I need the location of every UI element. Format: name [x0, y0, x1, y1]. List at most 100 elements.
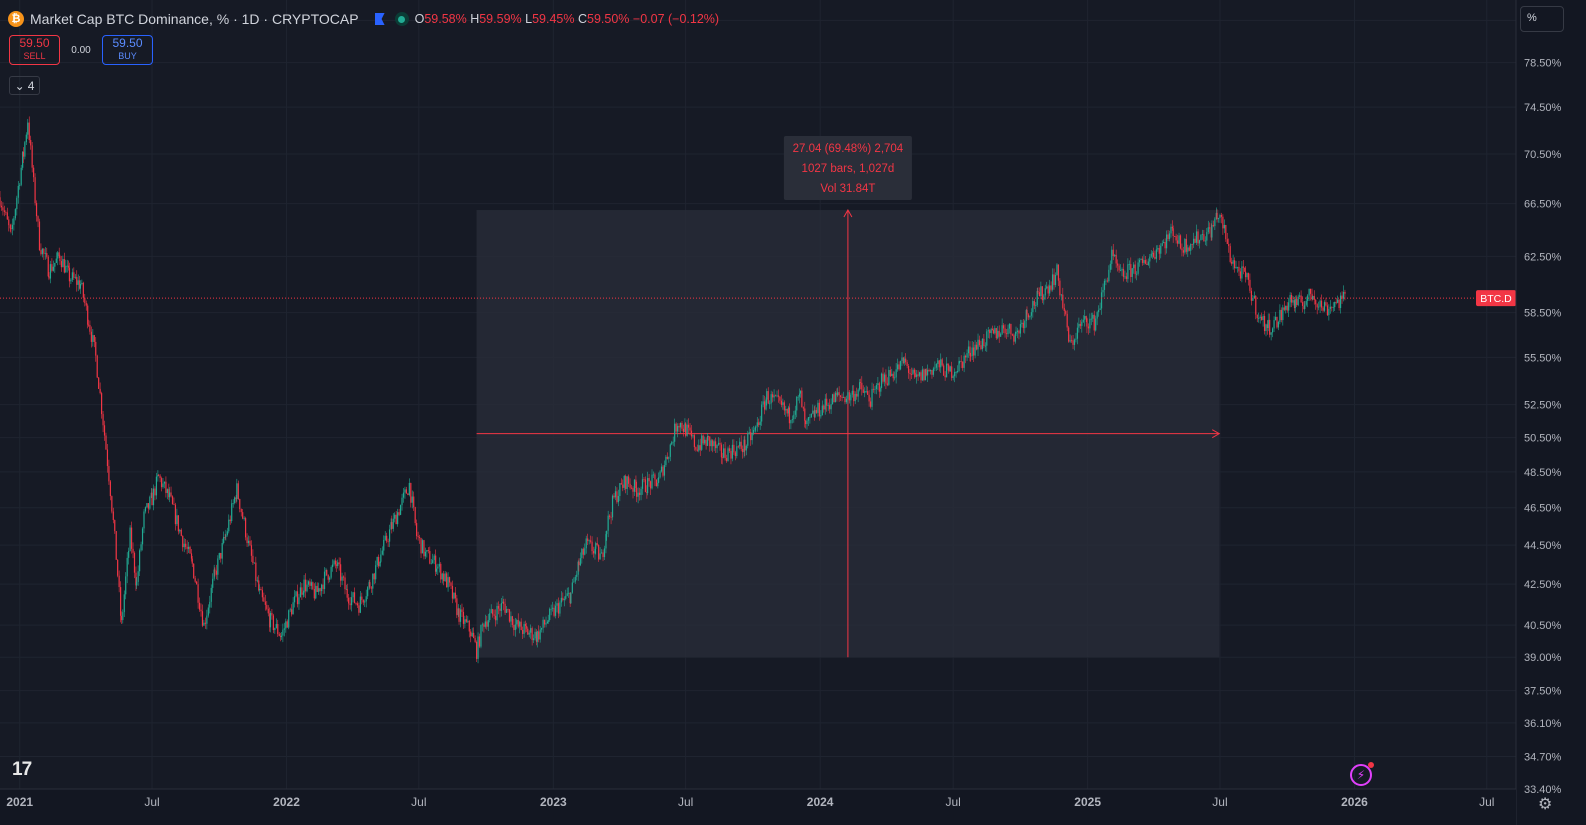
candle: [937, 360, 939, 364]
candle: [914, 372, 916, 377]
candle: [1231, 261, 1233, 264]
candle: [288, 610, 290, 628]
candle: [123, 594, 125, 613]
candle: [256, 580, 258, 582]
measure-label: 27.04 (69.48%) 2,704 1027 bars, 1,027d Vol…: [783, 136, 912, 201]
candle: [318, 588, 320, 592]
candle: [663, 465, 666, 476]
market-status-icon[interactable]: [394, 12, 409, 26]
candle: [98, 377, 100, 389]
candle: [844, 397, 846, 403]
candle: [350, 597, 353, 606]
candle: [40, 250, 42, 255]
symbol-title[interactable]: Market Cap BTC Dominance, % · 1D · CRYPT…: [30, 11, 359, 27]
candle: [46, 252, 48, 257]
candle: [327, 574, 329, 580]
candle: [765, 399, 767, 410]
candle: [362, 599, 364, 603]
candle: [1146, 263, 1148, 265]
candle: [943, 365, 945, 376]
candle: [392, 518, 394, 529]
candle: [289, 609, 291, 611]
candle: [207, 607, 209, 616]
candle: [19, 184, 21, 186]
candle: [1108, 269, 1110, 282]
candle: [776, 395, 778, 397]
candle: [1075, 338, 1077, 340]
candle: [85, 303, 87, 306]
candle: [740, 441, 742, 449]
time-axis[interactable]: 2021 Jul 2022 Jul 2023 Jul 2024 Jul 2025 Jul 2026 J…: [0, 788, 1516, 825]
symbol-tag: [1476, 290, 1516, 307]
time-tick-label: Jul: [1212, 795, 1227, 809]
candle: [395, 514, 397, 525]
candle: [693, 435, 696, 448]
candle: [1105, 280, 1107, 282]
candle: [932, 368, 935, 375]
candle: [322, 584, 324, 590]
candle: [1274, 316, 1277, 321]
candle: [381, 550, 383, 555]
candle: [373, 573, 375, 580]
lightning-icon[interactable]: ⚡: [1350, 762, 1374, 786]
buy-price: 59.50: [112, 36, 143, 50]
candle: [1304, 304, 1306, 310]
candle: [361, 596, 363, 600]
candle: [1087, 326, 1089, 329]
candle: [338, 562, 340, 565]
candle: [556, 603, 558, 606]
candle: [623, 475, 625, 488]
candle: [154, 488, 156, 496]
candle: [747, 433, 749, 446]
sell-label: SELL: [23, 51, 46, 61]
buy-button[interactable]: 59.50 BUY: [102, 35, 153, 65]
candle: [944, 375, 946, 378]
candle: [57, 252, 59, 259]
candle: [987, 330, 989, 332]
candle: [875, 384, 878, 390]
candle: [1013, 335, 1015, 342]
gear-icon[interactable]: ⚙: [1538, 796, 1553, 813]
candle: [160, 478, 163, 488]
candle: [810, 413, 812, 417]
indicators-toggle-button[interactable]: ⌄ 4: [9, 76, 40, 95]
price-axis[interactable]: 82.50%78.50%74.50%70.50%66.50%62.50%58.5…: [1515, 0, 1586, 825]
candle: [106, 449, 109, 467]
candle: [1085, 315, 1087, 319]
candle: [684, 423, 686, 432]
candle: [213, 569, 215, 579]
candle: [443, 573, 445, 582]
candle: [182, 535, 184, 548]
candle: [1273, 320, 1275, 329]
sell-button[interactable]: 59.50 SELL: [9, 35, 60, 65]
candle: [1030, 312, 1032, 316]
time-tick-label: 2024: [807, 795, 834, 809]
candle: [587, 538, 589, 542]
candle: [960, 360, 962, 362]
candle: [617, 496, 619, 503]
time-axis-bg: [0, 789, 1516, 825]
candle: [674, 423, 676, 442]
candle: [690, 430, 693, 437]
candle: [524, 624, 527, 626]
candle: [1056, 264, 1058, 276]
candle: [543, 619, 546, 625]
scale-mode-button[interactable]: %: [1520, 6, 1564, 32]
tradingview-logo-icon[interactable]: 17: [12, 759, 32, 780]
candle: [346, 588, 348, 598]
candle: [52, 266, 54, 271]
candle: [970, 355, 972, 357]
candle: [1175, 236, 1177, 241]
chevron-down-icon: ⌄: [14, 78, 25, 93]
candle: [1040, 286, 1042, 296]
candle: [1220, 215, 1223, 217]
candle: [197, 584, 199, 603]
candle: [1092, 314, 1094, 319]
candle: [90, 331, 92, 342]
candle: [426, 550, 428, 552]
flag-icon[interactable]: [374, 13, 385, 25]
candle: [1096, 312, 1098, 319]
ohlc-values: O59.58% H59.59% L59.45% C59.50% −0.07 (−…: [414, 12, 720, 26]
candle: [954, 371, 956, 377]
